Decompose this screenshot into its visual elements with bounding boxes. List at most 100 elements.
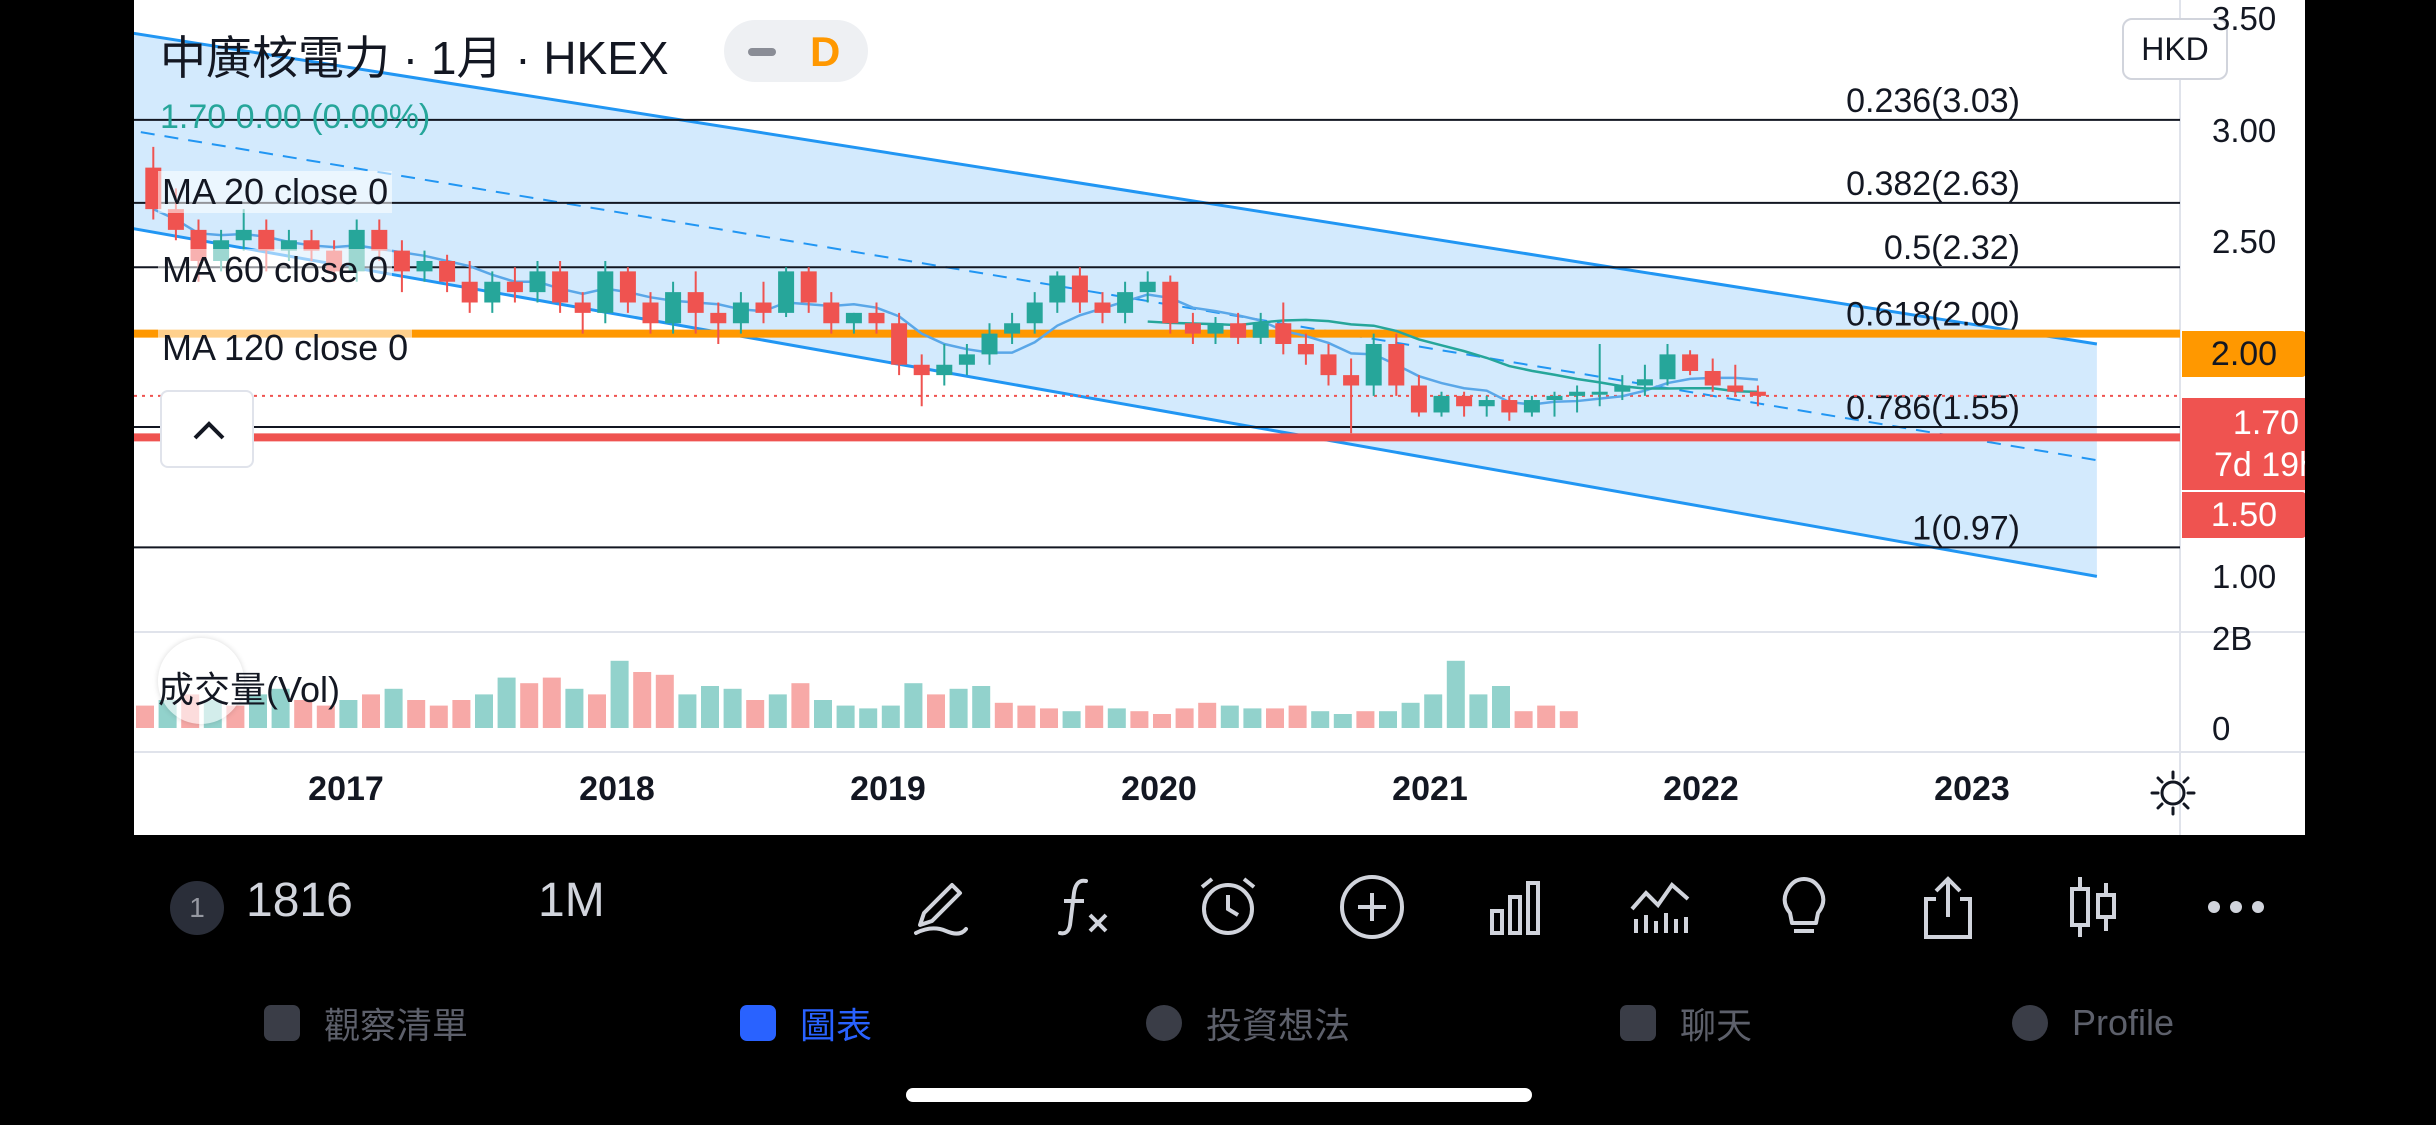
share-icon[interactable] (1910, 869, 1986, 945)
candle-body (936, 364, 953, 376)
candle-body (800, 271, 817, 303)
alarm-clock-icon[interactable] (1190, 869, 1266, 945)
fib-level-label: 0.236(3.03) (1846, 82, 2020, 120)
idea-icon (1146, 1005, 1182, 1041)
currency-button[interactable]: HKD (2122, 18, 2228, 80)
indicator-ma120-label[interactable]: MA 120 close 0 (158, 327, 413, 369)
volume-bar (520, 683, 539, 728)
volume-bar (723, 688, 742, 728)
profile-icon (2012, 1005, 2048, 1041)
price-axis-tick: 3.50 (2212, 0, 2277, 37)
chart-panel[interactable]: 0.236(3.03) 0.382(2.63) 0.5(2.32) 0.618(2.0… (134, 0, 2305, 835)
nav-label: Profile (2072, 1002, 2175, 1043)
candle-body (1094, 302, 1111, 313)
volume-bar (475, 694, 493, 728)
volume-bar (1062, 711, 1081, 728)
nav-label: 聊天 (1680, 1005, 1753, 1046)
time-axis-tick: 2020 (1121, 770, 1197, 808)
candle-body (1049, 275, 1066, 303)
candle-body (823, 302, 840, 324)
settings-gear-icon[interactable] (2148, 768, 2198, 818)
volume-bar (565, 688, 584, 728)
price-axis-tick: 1.00 (2212, 558, 2277, 595)
symbol-count-badge[interactable]: 1 (170, 881, 224, 935)
volume-bar (542, 677, 561, 728)
volume-bar (1288, 705, 1307, 728)
volume-bar (339, 700, 358, 728)
function-icon[interactable] (1046, 869, 1122, 945)
volume-bar (452, 700, 471, 728)
time-axis-tick: 2023 (1934, 770, 2010, 808)
volume-bar (1040, 708, 1058, 728)
candle-body (1117, 292, 1134, 313)
candle-body (1546, 395, 1563, 401)
volume-bar (271, 688, 290, 728)
volume-bar (1220, 705, 1239, 728)
volume-bar (1198, 702, 1217, 728)
candle-body (1297, 344, 1314, 355)
fib-level-label: 0.382(2.63) (1846, 165, 2020, 203)
candle-body (1523, 400, 1540, 413)
price-tag-orange-line: 2.00 (2182, 331, 2305, 377)
candle-body (371, 229, 388, 251)
indicator-volume-label[interactable]: 成交量(Vol) (158, 669, 341, 710)
add-circle-icon[interactable] (1334, 869, 1410, 945)
lightbulb-icon[interactable] (1766, 869, 1842, 945)
volume-bar (927, 694, 945, 728)
price-axis-tick: 2.50 (2212, 223, 2277, 260)
more-icon[interactable] (2198, 869, 2274, 945)
volume-bar (1266, 708, 1284, 728)
symbol-title[interactable]: 中廣核電力 · 1月 · HKEX (160, 32, 669, 84)
nav-label: 觀察清單 (324, 1005, 469, 1046)
interval-button[interactable]: 1M (538, 874, 605, 927)
indicator-ma20-label[interactable]: MA 20 close 0 (158, 171, 393, 213)
candle-body (529, 271, 546, 293)
candle-body (1162, 281, 1179, 324)
nav-item-chart[interactable]: 圖表 (740, 993, 872, 1053)
eye-icon[interactable] (158, 638, 244, 724)
fib-level-label: 1(0.97) (1912, 509, 2020, 547)
volume-bar (972, 686, 991, 728)
nav-item-profile[interactable]: Profile (2012, 993, 2174, 1053)
fib-level-label: 0.618(2.00) (1846, 296, 2020, 334)
bar-chart-icon[interactable] (1478, 869, 1554, 945)
indicator-wave-icon[interactable] (1622, 869, 1698, 945)
volume-bar (429, 705, 448, 728)
candle-body (1026, 302, 1043, 324)
volume-bar (1401, 702, 1420, 728)
volume-bar (1446, 660, 1465, 728)
collapse-dash-icon (748, 48, 776, 56)
pencil-icon[interactable] (902, 869, 978, 945)
candle-body (439, 261, 456, 282)
volume-bar (136, 705, 154, 728)
collapse-indicators-button[interactable] (160, 390, 254, 468)
candle-style-icon[interactable] (2054, 869, 2130, 945)
chat-icon (1620, 1005, 1656, 1041)
candle-body (1139, 281, 1156, 293)
star-icon (264, 1005, 300, 1041)
candle-body (1388, 344, 1405, 386)
candle-body (1184, 323, 1201, 334)
candle-body (1252, 323, 1269, 338)
candle-body (1320, 354, 1337, 376)
volume-bar (836, 705, 855, 728)
market-status-pill[interactable]: D (724, 20, 868, 82)
volume-bar (1333, 714, 1352, 728)
chart-canvas[interactable]: 0.236(3.03) 0.382(2.63) 0.5(2.32) 0.618(2.0… (134, 0, 2305, 835)
volume-bar (768, 694, 787, 728)
nav-item-watchlist[interactable]: 觀察清單 (264, 993, 468, 1053)
indicator-ma60-label[interactable]: MA 60 close 0 (158, 249, 393, 291)
volume-bar (633, 672, 652, 728)
symbol-search-button[interactable]: 1816 (246, 874, 353, 927)
nav-item-ideas[interactable]: 投資想法 (1146, 993, 1350, 1053)
nav-item-chat[interactable]: 聊天 (1620, 993, 1752, 1053)
volume-bar (1085, 705, 1104, 728)
price-axis-tick: 3.00 (2212, 112, 2277, 149)
chart-toolbar: 1 1816 1M (134, 835, 2305, 965)
candle-body (484, 281, 501, 303)
candle-body (235, 229, 252, 241)
home-indicator[interactable] (906, 1088, 1532, 1102)
candle-body (891, 323, 908, 365)
volume-bar (1559, 711, 1578, 728)
chart-icon (740, 1005, 776, 1041)
